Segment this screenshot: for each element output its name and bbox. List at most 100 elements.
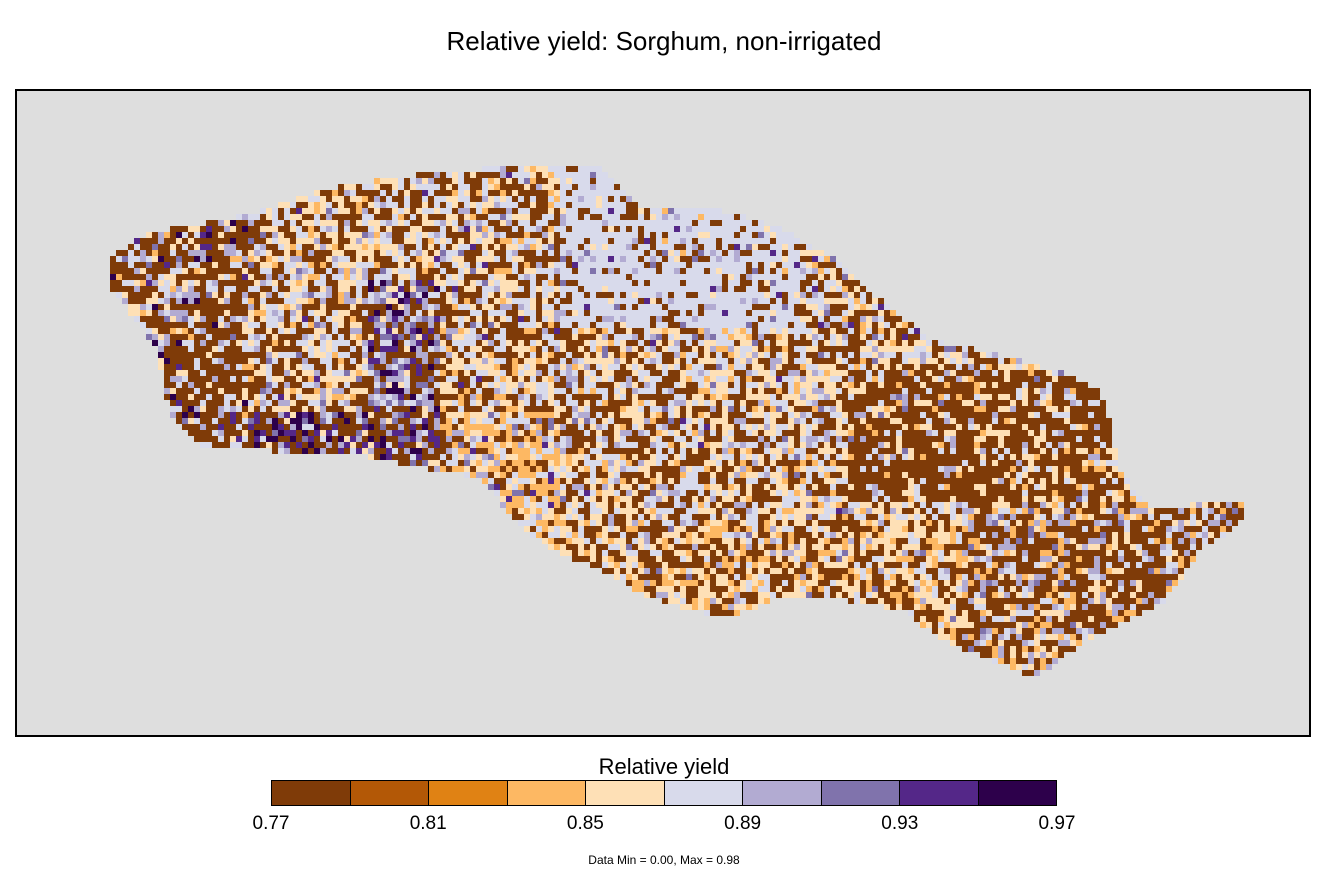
raster-cell xyxy=(944,412,950,418)
raster-cell xyxy=(380,214,386,220)
raster-cell xyxy=(182,286,188,292)
raster-cell xyxy=(356,340,362,346)
raster-cell xyxy=(320,262,326,268)
raster-cell xyxy=(176,376,182,382)
raster-cell xyxy=(674,388,680,394)
raster-cell xyxy=(452,214,458,220)
raster-cell xyxy=(302,364,308,370)
raster-cell xyxy=(356,394,362,400)
raster-cell xyxy=(506,334,512,340)
raster-cell xyxy=(560,412,566,418)
raster-cell xyxy=(566,166,572,172)
raster-cell xyxy=(662,364,668,370)
raster-cell xyxy=(566,364,572,370)
raster-cell xyxy=(350,382,356,388)
raster-cell xyxy=(356,364,362,370)
raster-cell xyxy=(452,232,458,238)
raster-cell xyxy=(584,190,590,196)
raster-cell xyxy=(266,370,272,376)
raster-cell xyxy=(392,244,398,250)
raster-cell xyxy=(764,292,770,298)
raster-cell xyxy=(254,424,260,430)
raster-cell xyxy=(404,268,410,274)
raster-cell xyxy=(242,334,248,340)
raster-cell xyxy=(650,358,656,364)
raster-cell xyxy=(362,286,368,292)
raster-cell xyxy=(836,310,842,316)
raster-cell xyxy=(566,382,572,388)
raster-cell xyxy=(548,304,554,310)
raster-cell xyxy=(320,268,326,274)
raster-cell xyxy=(866,370,872,376)
raster-cell xyxy=(704,388,710,394)
raster-cell xyxy=(518,310,524,316)
raster-cell xyxy=(686,364,692,370)
raster-cell xyxy=(662,394,668,400)
raster-cell xyxy=(1028,382,1034,388)
raster-cell xyxy=(872,412,878,418)
raster-cell xyxy=(134,310,140,316)
raster-cell xyxy=(974,358,980,364)
raster-cell xyxy=(956,412,962,418)
raster-cell xyxy=(896,406,902,412)
raster-cell xyxy=(632,274,638,280)
raster-cell xyxy=(1058,394,1064,400)
raster-cell xyxy=(428,244,434,250)
raster-cell xyxy=(884,358,890,364)
raster-cell xyxy=(494,184,500,190)
raster-cell xyxy=(944,370,950,376)
raster-cell xyxy=(134,268,140,274)
raster-cell xyxy=(656,400,662,406)
raster-cell xyxy=(722,286,728,292)
raster-cell xyxy=(782,232,788,238)
raster-cell xyxy=(572,406,578,412)
raster-cell xyxy=(224,298,230,304)
raster-cell xyxy=(266,364,272,370)
raster-cell xyxy=(590,328,596,334)
raster-cell xyxy=(332,244,338,250)
raster-cell xyxy=(1064,388,1070,394)
raster-cell xyxy=(740,262,746,268)
raster-cell xyxy=(170,316,176,322)
raster-cell xyxy=(782,256,788,262)
raster-cell xyxy=(848,316,854,322)
raster-cell xyxy=(308,280,314,286)
raster-cell xyxy=(842,310,848,316)
raster-cell xyxy=(530,250,536,256)
raster-cell xyxy=(458,334,464,340)
raster-cell xyxy=(680,280,686,286)
raster-cell xyxy=(518,184,524,190)
raster-cell xyxy=(218,238,224,244)
raster-cell xyxy=(290,322,296,328)
raster-cell xyxy=(626,418,632,424)
raster-cell xyxy=(896,400,902,406)
raster-cell xyxy=(824,358,830,364)
raster-cell xyxy=(170,256,176,262)
raster-cell xyxy=(674,334,680,340)
raster-cell xyxy=(740,322,746,328)
raster-cell xyxy=(368,280,374,286)
raster-cell xyxy=(572,316,578,322)
raster-cell xyxy=(326,268,332,274)
raster-cell xyxy=(362,400,368,406)
raster-cell xyxy=(782,304,788,310)
raster-cell xyxy=(758,394,764,400)
raster-cell xyxy=(836,262,842,268)
raster-cell xyxy=(770,268,776,274)
raster-cell xyxy=(386,364,392,370)
raster-cell xyxy=(806,394,812,400)
raster-cell xyxy=(152,304,158,310)
raster-cell xyxy=(1088,418,1094,424)
raster-cell xyxy=(170,310,176,316)
raster-cell xyxy=(866,304,872,310)
raster-cell xyxy=(524,238,530,244)
raster-cell xyxy=(620,268,626,274)
raster-cell xyxy=(212,274,218,280)
raster-cell xyxy=(728,232,734,238)
raster-cell xyxy=(398,256,404,262)
raster-cell xyxy=(536,376,542,382)
raster-cell xyxy=(584,238,590,244)
raster-cell xyxy=(440,232,446,238)
raster-cell xyxy=(650,376,656,382)
raster-cell xyxy=(290,304,296,310)
